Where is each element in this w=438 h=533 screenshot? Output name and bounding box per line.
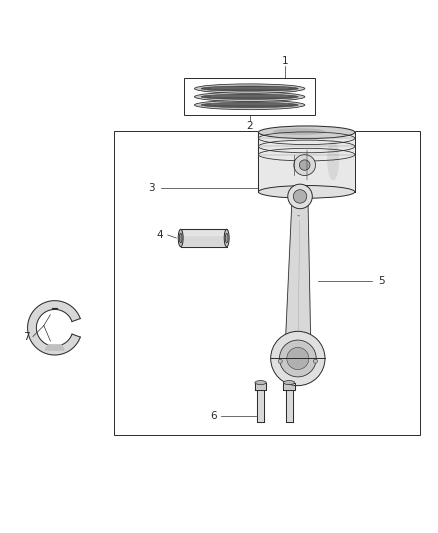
Ellipse shape <box>283 381 295 384</box>
Polygon shape <box>180 231 227 235</box>
Ellipse shape <box>314 359 318 363</box>
Ellipse shape <box>255 381 266 384</box>
Ellipse shape <box>194 100 305 110</box>
Bar <box>114 131 420 435</box>
Ellipse shape <box>225 233 228 243</box>
Ellipse shape <box>287 348 309 369</box>
Text: 4: 4 <box>156 230 163 240</box>
Ellipse shape <box>258 185 355 198</box>
Ellipse shape <box>201 102 298 108</box>
Ellipse shape <box>201 86 298 91</box>
Ellipse shape <box>273 128 326 135</box>
Text: 3: 3 <box>148 183 155 192</box>
Ellipse shape <box>224 229 229 247</box>
Polygon shape <box>286 391 293 422</box>
Ellipse shape <box>271 332 325 386</box>
Polygon shape <box>258 126 355 192</box>
Text: 2: 2 <box>246 122 253 131</box>
Ellipse shape <box>294 155 315 175</box>
Ellipse shape <box>194 92 305 101</box>
Ellipse shape <box>201 94 298 99</box>
Polygon shape <box>283 383 295 391</box>
Bar <box>184 78 315 115</box>
Polygon shape <box>28 301 80 355</box>
Ellipse shape <box>279 340 316 377</box>
Polygon shape <box>180 229 227 247</box>
Ellipse shape <box>194 84 305 93</box>
Text: 7: 7 <box>23 332 30 342</box>
Ellipse shape <box>258 126 355 139</box>
Text: 1: 1 <box>281 55 288 66</box>
Ellipse shape <box>178 229 183 247</box>
Text: 6: 6 <box>210 411 217 421</box>
Ellipse shape <box>179 233 182 243</box>
Ellipse shape <box>327 139 339 180</box>
Ellipse shape <box>293 190 307 203</box>
Polygon shape <box>257 391 264 422</box>
Polygon shape <box>255 383 266 391</box>
Ellipse shape <box>278 359 282 363</box>
Ellipse shape <box>288 184 312 209</box>
Polygon shape <box>285 196 311 359</box>
Ellipse shape <box>299 160 310 170</box>
Text: 5: 5 <box>378 276 385 286</box>
Polygon shape <box>45 345 64 350</box>
